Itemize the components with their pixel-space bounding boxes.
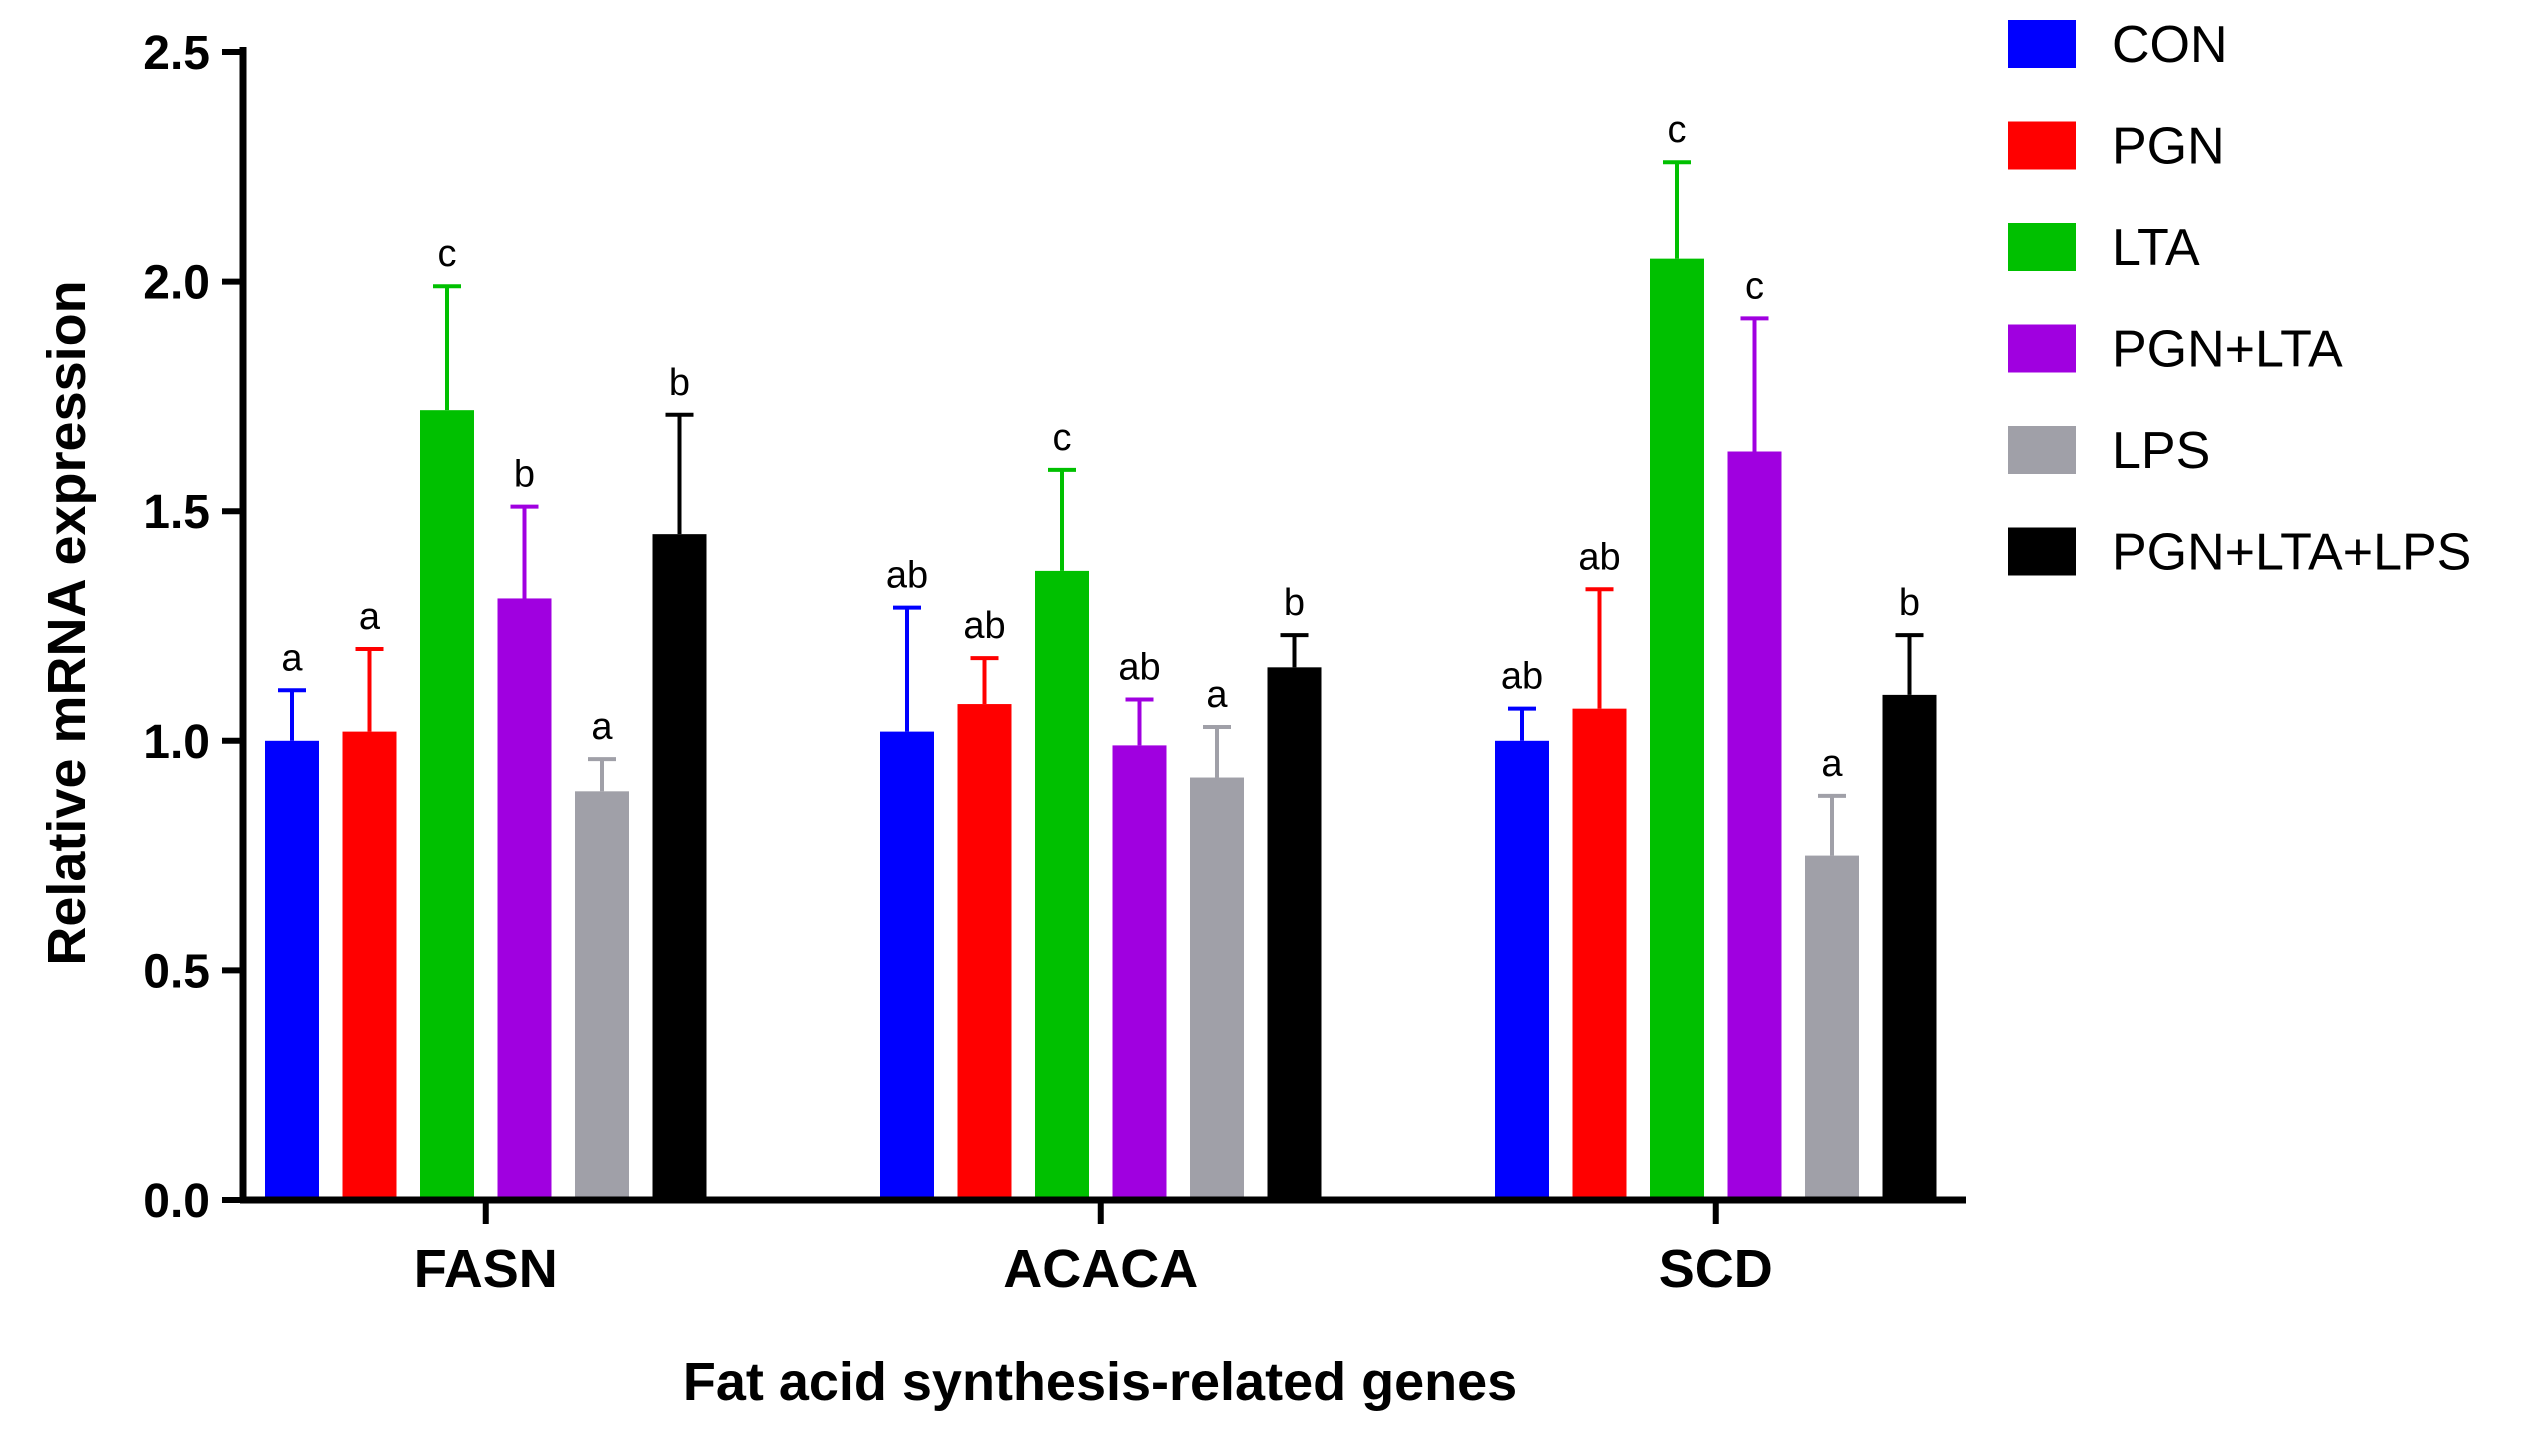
significance-label: c	[438, 233, 457, 275]
significance-label: ab	[1118, 646, 1160, 688]
y-tick-label: 1.0	[143, 716, 210, 769]
legend-label-pgn-lta: PGN+LTA	[2112, 321, 2343, 379]
significance-label: c	[1745, 265, 1764, 307]
significance-label: c	[1053, 417, 1072, 459]
legend: CON PGN LTA PGN+LTA LPS PGN+LTA+LPS	[2008, 16, 2471, 582]
significance-label: ab	[1578, 536, 1620, 578]
legend-swatch-lta	[2008, 223, 2076, 271]
legend-label-lps: LPS	[2112, 422, 2210, 480]
bar-acaca-pgn	[957, 704, 1012, 1200]
significance-label: b	[1899, 582, 1920, 624]
y-tick-label: 2.0	[143, 257, 210, 310]
y-tick-label: 1.5	[143, 486, 210, 539]
legend-swatch-pgn	[2008, 121, 2076, 170]
legend-swatch-pgn-lta	[2008, 324, 2076, 373]
bar-scd-lps	[1805, 855, 1859, 1200]
significance-label: a	[1821, 743, 1843, 785]
bar-acaca-con	[880, 731, 934, 1200]
significance-label: ab	[1501, 656, 1543, 698]
legend-swatch-pgn-lta-lps	[2008, 527, 2076, 576]
legend-swatch-lps	[2008, 426, 2076, 474]
x-ticks: FASN ACACA SCD	[414, 1200, 1773, 1299]
significance-label: ab	[963, 605, 1005, 647]
significance-label: a	[359, 596, 381, 638]
bar-scd-pgn	[1572, 708, 1627, 1200]
bar-scd-pgn-lta-lps	[1882, 694, 1937, 1200]
significance-label: b	[669, 362, 690, 404]
significance-label: b	[1284, 582, 1305, 624]
bar-fasn-con	[265, 740, 319, 1200]
x-axis-title: Fat acid synthesis-related genes	[683, 1352, 1517, 1412]
y-axis-title: Relative mRNA expression	[37, 280, 97, 965]
bar-scd-pgn-lta	[1727, 451, 1782, 1200]
bar-acaca-pgn-lta	[1112, 745, 1167, 1200]
bar-fasn-pgn-lta-lps	[652, 534, 707, 1200]
significance-label: ab	[886, 555, 928, 597]
bar-scd-con	[1495, 740, 1549, 1200]
significance-label: a	[1206, 674, 1228, 716]
category-label-scd: SCD	[1659, 1239, 1773, 1299]
bar-acaca-pgn-lta-lps	[1267, 667, 1322, 1200]
bar-fasn-lta	[420, 410, 474, 1200]
bar-acaca-lta	[1035, 570, 1089, 1200]
bar-fasn-pgn-lta	[497, 598, 552, 1200]
bar-fasn-pgn	[342, 731, 397, 1200]
legend-label-con: CON	[2112, 16, 2228, 74]
y-tick-label: 0.5	[143, 945, 210, 998]
significance-label: b	[514, 454, 535, 496]
category-label-acaca: ACACA	[1003, 1239, 1198, 1299]
y-ticks: 0.0 0.5 1.0 1.5 2.0 2.5	[143, 27, 243, 1228]
legend-swatch-con	[2008, 20, 2076, 68]
legend-label-pgn-lta-lps: PGN+LTA+LPS	[2112, 524, 2471, 582]
y-tick-label: 0.0	[143, 1175, 210, 1228]
significance-label: a	[281, 637, 303, 679]
category-label-fasn: FASN	[414, 1239, 558, 1299]
bar-acaca-lps	[1190, 777, 1244, 1200]
y-tick-label: 2.5	[143, 27, 210, 80]
bar-fasn-lps	[575, 791, 629, 1200]
significance-label: c	[1668, 109, 1687, 151]
legend-label-lta: LTA	[2112, 219, 2200, 277]
significance-label: a	[591, 706, 613, 748]
legend-label-pgn: PGN	[2112, 118, 2225, 176]
bar-scd-lta	[1650, 258, 1704, 1200]
